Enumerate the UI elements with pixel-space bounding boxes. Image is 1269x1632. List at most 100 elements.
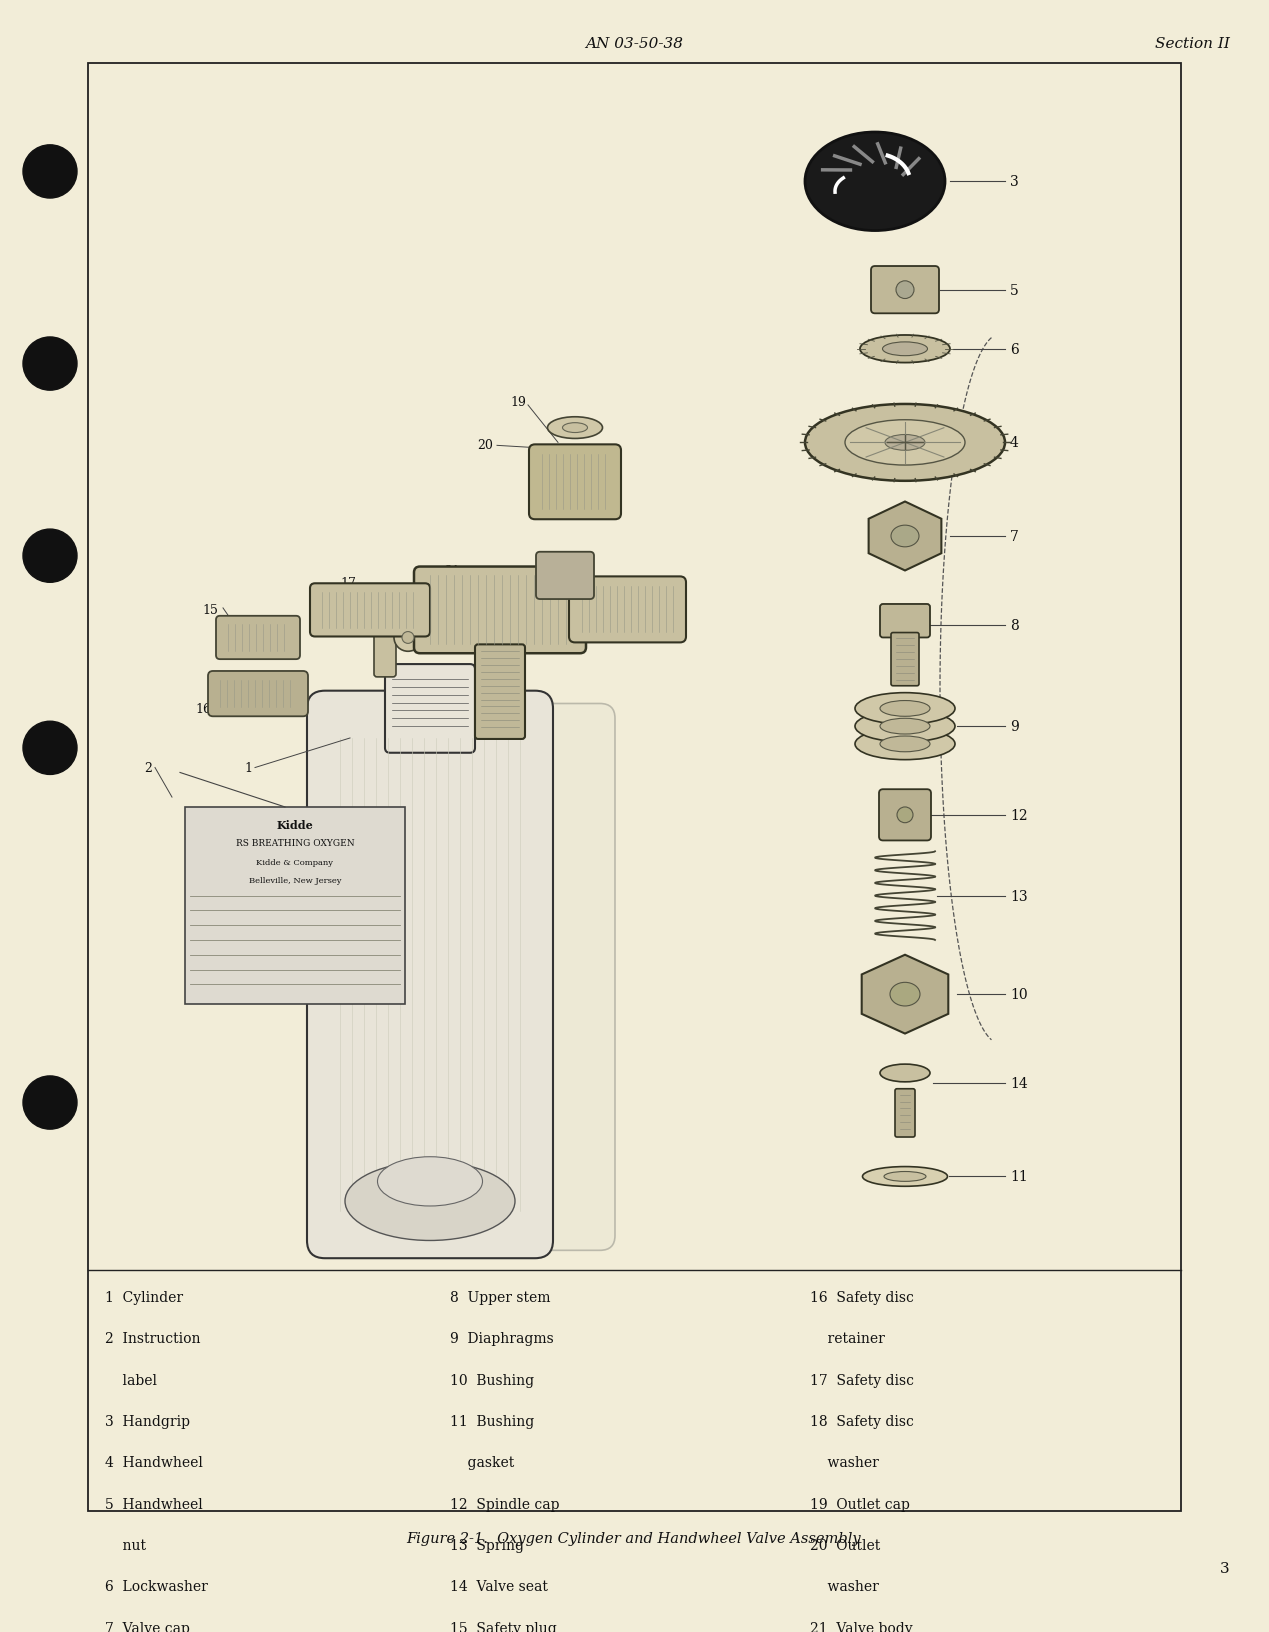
FancyBboxPatch shape — [307, 692, 553, 1258]
Text: Kidde: Kidde — [277, 819, 313, 831]
Text: 10  Bushing: 10 Bushing — [450, 1373, 534, 1387]
Circle shape — [23, 145, 77, 199]
Text: 2: 2 — [145, 762, 152, 775]
Text: 18: 18 — [362, 597, 378, 610]
Ellipse shape — [402, 632, 414, 645]
Ellipse shape — [882, 343, 928, 356]
Text: 17: 17 — [340, 576, 355, 589]
FancyBboxPatch shape — [871, 268, 939, 313]
Text: 6: 6 — [1010, 343, 1019, 356]
Ellipse shape — [855, 694, 956, 725]
Text: 10: 10 — [1010, 987, 1028, 1002]
Ellipse shape — [896, 282, 914, 299]
Text: 11  Bushing: 11 Bushing — [450, 1413, 534, 1428]
Text: 13: 13 — [1010, 889, 1028, 902]
FancyBboxPatch shape — [385, 664, 475, 754]
Polygon shape — [862, 955, 948, 1035]
Ellipse shape — [860, 336, 950, 364]
Text: 15: 15 — [202, 604, 218, 617]
Text: 19: 19 — [510, 395, 525, 408]
FancyBboxPatch shape — [529, 446, 621, 521]
Text: 3: 3 — [1010, 175, 1019, 189]
Text: 14  Valve seat: 14 Valve seat — [450, 1580, 548, 1593]
FancyBboxPatch shape — [216, 617, 299, 659]
Text: 21: 21 — [444, 565, 459, 578]
FancyBboxPatch shape — [208, 671, 308, 716]
FancyBboxPatch shape — [310, 584, 430, 636]
Text: RS BREATHING OXYGEN: RS BREATHING OXYGEN — [236, 839, 354, 849]
Text: 8  Upper stem: 8 Upper stem — [450, 1289, 551, 1304]
Ellipse shape — [547, 418, 603, 439]
Text: 17  Safety disc: 17 Safety disc — [810, 1373, 914, 1387]
FancyBboxPatch shape — [414, 568, 586, 654]
Text: 13  Spring: 13 Spring — [450, 1537, 524, 1552]
FancyBboxPatch shape — [879, 604, 930, 638]
Text: gasket: gasket — [450, 1456, 514, 1469]
Text: 16: 16 — [195, 702, 211, 715]
Text: retainer: retainer — [810, 1332, 884, 1345]
Ellipse shape — [345, 1162, 515, 1240]
Circle shape — [23, 721, 77, 775]
Ellipse shape — [863, 1167, 948, 1186]
Text: washer: washer — [810, 1456, 879, 1469]
Ellipse shape — [805, 132, 945, 232]
Text: 5: 5 — [1010, 284, 1019, 297]
Text: 8: 8 — [1010, 619, 1019, 632]
Polygon shape — [868, 503, 942, 571]
FancyBboxPatch shape — [374, 592, 396, 677]
Text: 15  Safety plug: 15 Safety plug — [450, 1621, 557, 1632]
FancyBboxPatch shape — [475, 645, 525, 739]
Ellipse shape — [393, 625, 423, 651]
FancyBboxPatch shape — [185, 808, 405, 1004]
Ellipse shape — [377, 1157, 482, 1206]
Text: label: label — [105, 1373, 157, 1387]
Text: 1: 1 — [244, 762, 253, 775]
Bar — [88, 64, 1181, 1511]
Circle shape — [23, 1075, 77, 1129]
Text: 14: 14 — [1010, 1075, 1028, 1090]
Text: 19  Outlet cap: 19 Outlet cap — [810, 1497, 910, 1511]
Text: 11: 11 — [1010, 1170, 1028, 1183]
Text: 7: 7 — [1010, 530, 1019, 543]
Text: nut: nut — [105, 1537, 146, 1552]
Ellipse shape — [891, 526, 919, 547]
Text: 4: 4 — [1010, 436, 1019, 450]
FancyBboxPatch shape — [891, 633, 919, 687]
Text: 9: 9 — [1010, 720, 1019, 734]
Ellipse shape — [879, 736, 930, 752]
Text: Figure 2-1.  Oxygen Cylinder and Handwheel Valve Assembly: Figure 2-1. Oxygen Cylinder and Handwhee… — [406, 1531, 862, 1546]
Ellipse shape — [562, 423, 588, 432]
Text: 3: 3 — [1221, 1562, 1230, 1575]
Ellipse shape — [855, 712, 956, 743]
Text: 6  Lockwasher: 6 Lockwasher — [105, 1580, 208, 1593]
Text: 4  Handwheel: 4 Handwheel — [105, 1456, 203, 1469]
Text: 5  Handwheel: 5 Handwheel — [105, 1497, 203, 1511]
Text: 7  Valve cap: 7 Valve cap — [105, 1621, 190, 1632]
FancyBboxPatch shape — [536, 552, 594, 599]
Text: Belleville, New Jersey: Belleville, New Jersey — [249, 876, 341, 885]
FancyBboxPatch shape — [395, 703, 615, 1250]
Ellipse shape — [805, 405, 1005, 481]
Ellipse shape — [879, 702, 930, 716]
Ellipse shape — [890, 982, 920, 1007]
Ellipse shape — [884, 1172, 926, 1182]
FancyBboxPatch shape — [879, 790, 931, 840]
Text: 16  Safety disc: 16 Safety disc — [810, 1289, 914, 1304]
Ellipse shape — [845, 421, 964, 465]
Text: 1  Cylinder: 1 Cylinder — [105, 1289, 183, 1304]
Text: 12  Spindle cap: 12 Spindle cap — [450, 1497, 560, 1511]
Text: 2  Instruction: 2 Instruction — [105, 1332, 201, 1345]
Circle shape — [23, 338, 77, 392]
Text: washer: washer — [810, 1580, 879, 1593]
Text: 12: 12 — [1010, 808, 1028, 823]
Text: 20  Outlet: 20 Outlet — [810, 1537, 881, 1552]
Text: 18  Safety disc: 18 Safety disc — [810, 1413, 914, 1428]
Text: 9  Diaphragms: 9 Diaphragms — [450, 1332, 553, 1345]
Ellipse shape — [884, 436, 925, 450]
Ellipse shape — [897, 808, 912, 823]
Text: 21  Valve body: 21 Valve body — [810, 1621, 912, 1632]
Circle shape — [23, 530, 77, 583]
Text: AN 03-50-38: AN 03-50-38 — [585, 38, 683, 52]
Ellipse shape — [879, 718, 930, 734]
Text: 3  Handgrip: 3 Handgrip — [105, 1413, 190, 1428]
